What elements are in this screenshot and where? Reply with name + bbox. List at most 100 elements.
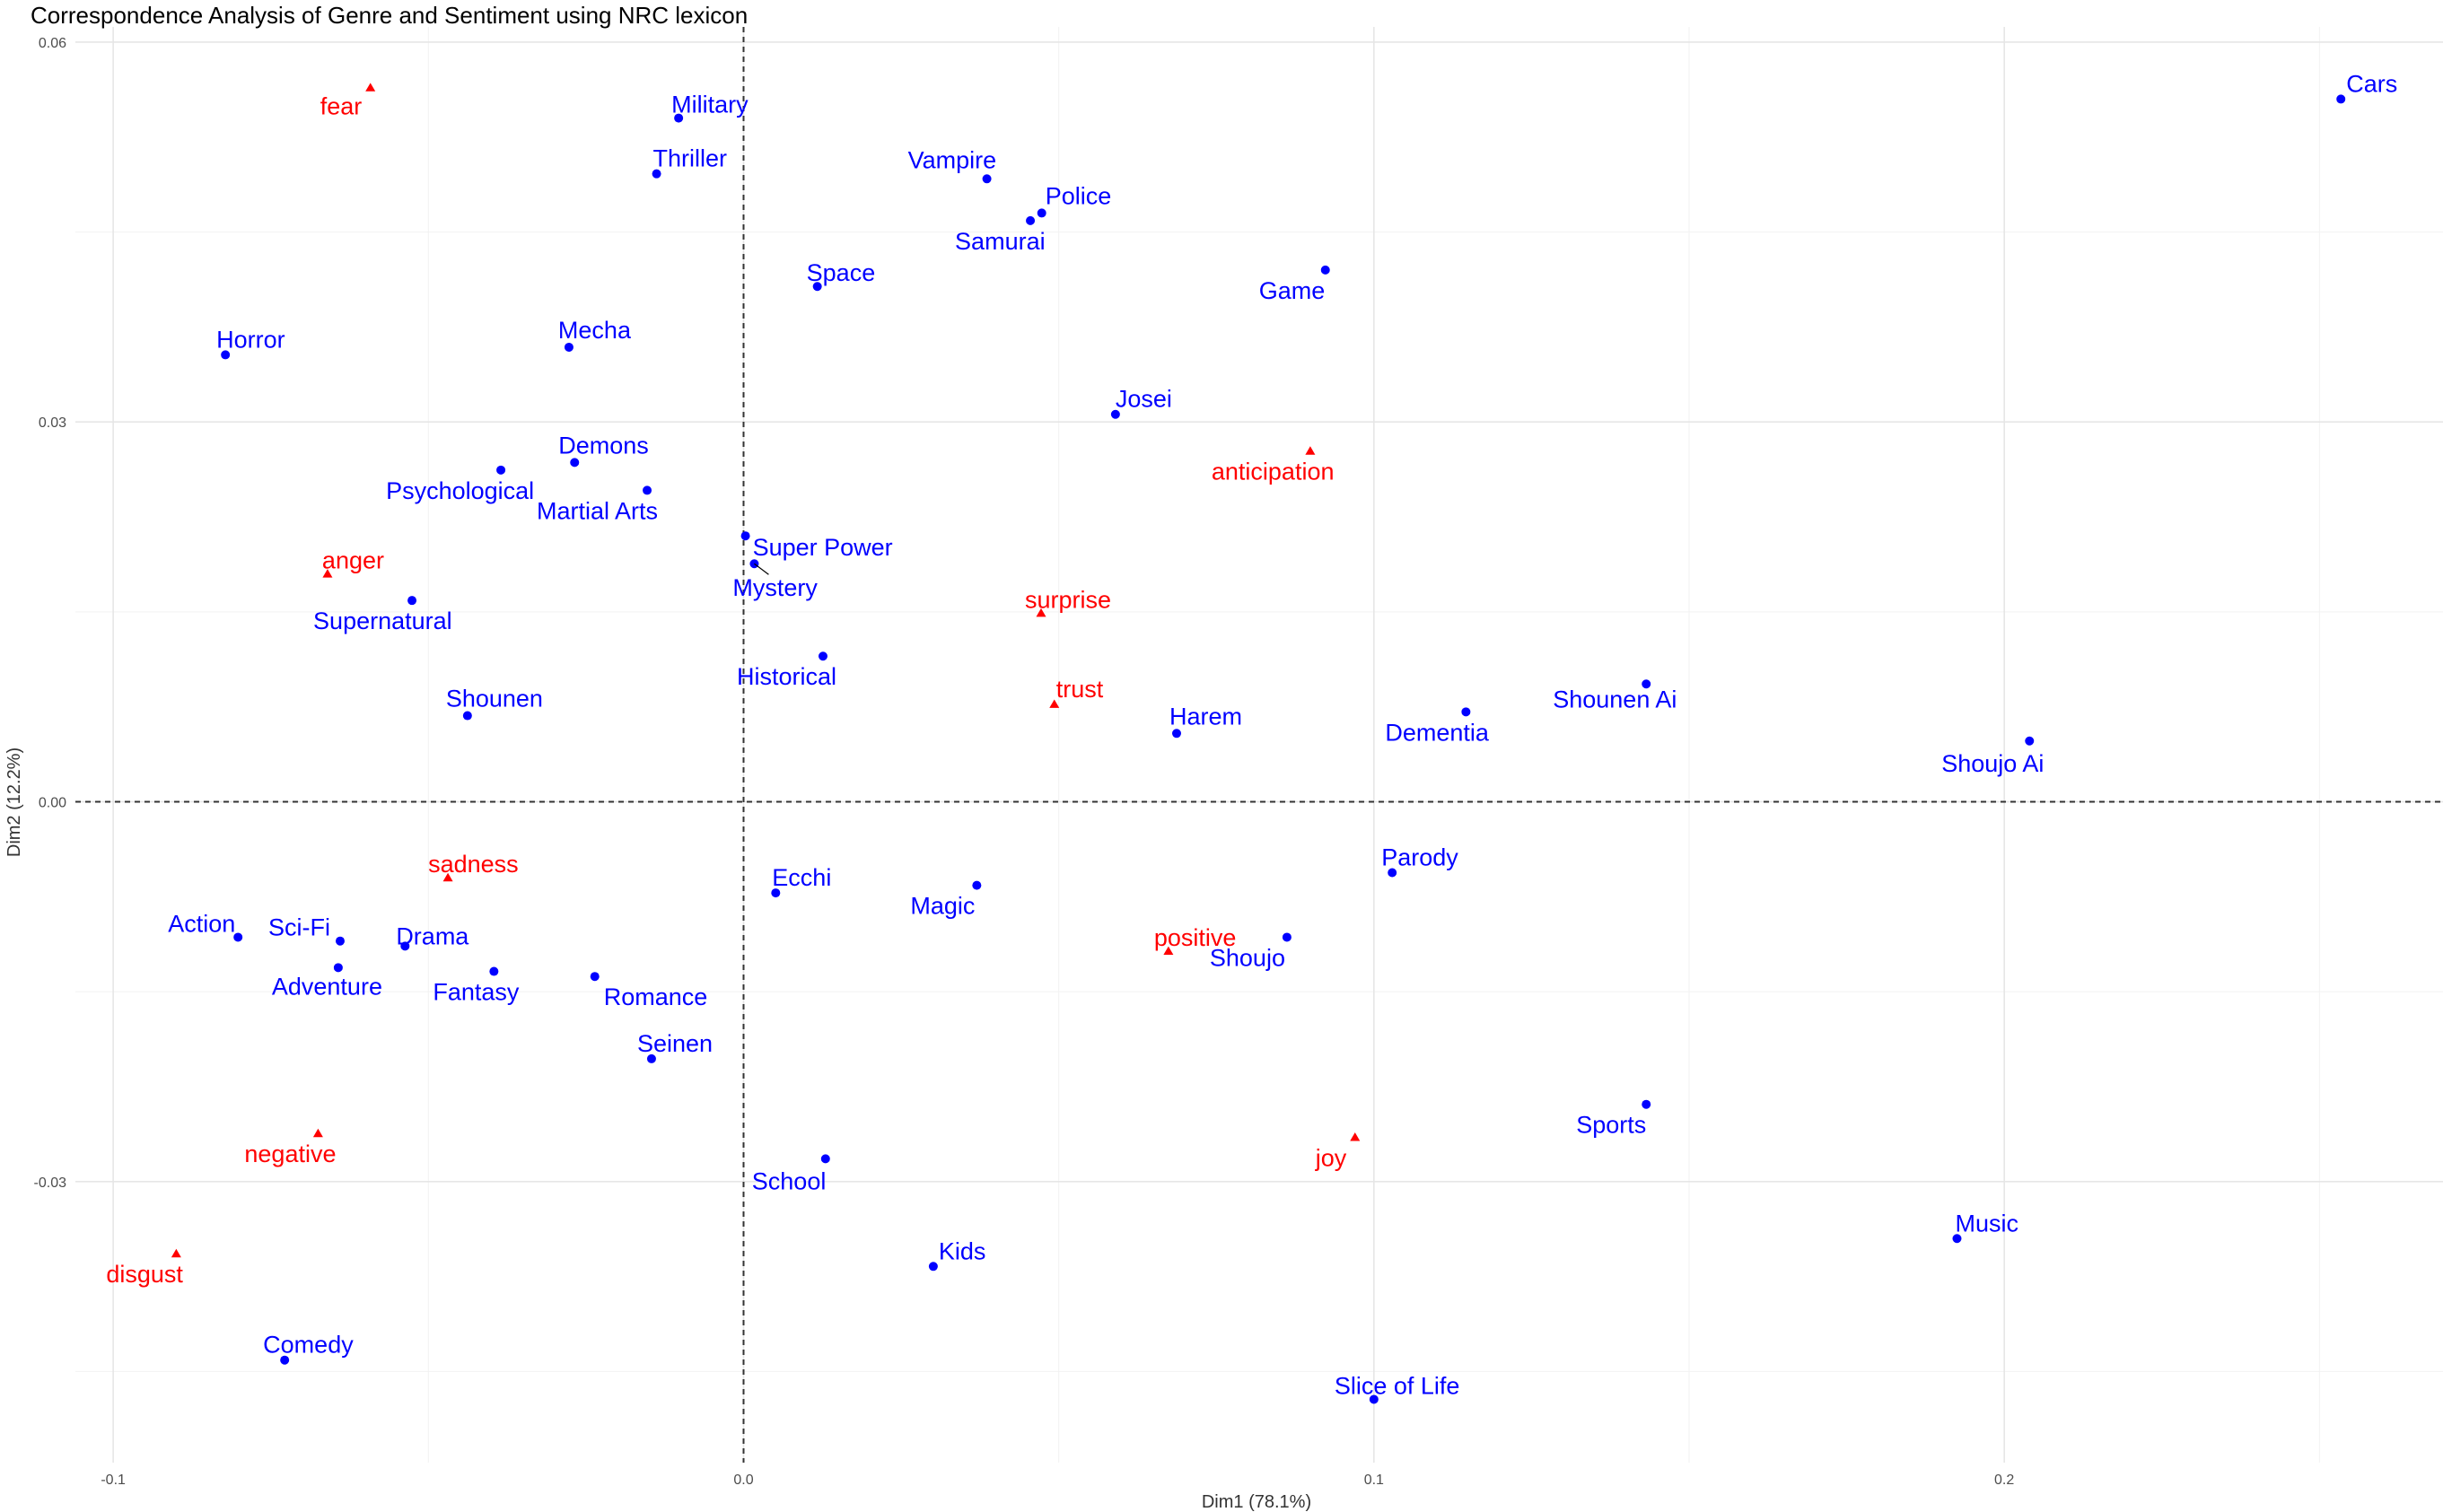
genre-point-space	[812, 282, 822, 292]
y-tick-label: 0.03	[39, 415, 66, 431]
genre-point-parody	[1388, 868, 1397, 878]
genre-point-comedy	[280, 1355, 290, 1365]
y-axis-title: Dim2 (12.2%)	[4, 747, 24, 857]
genre-label-dementia: Dementia	[1385, 719, 1490, 746]
genre-point-vampire	[982, 174, 992, 184]
genre-point-horror	[221, 350, 231, 360]
genre-point-martial-arts	[643, 485, 652, 495]
genre-point-ecchi	[771, 888, 781, 898]
genre-point-slice-of-life	[1369, 1394, 1379, 1404]
genre-label-shoujo-ai: Shoujo Ai	[1941, 750, 2044, 777]
genre-label-sci-fi: Sci-Fi	[268, 914, 330, 941]
genre-label-adventure: Adventure	[272, 973, 382, 1000]
genre-label-supernatural: Supernatural	[313, 607, 452, 634]
genre-point-harem	[1171, 729, 1181, 739]
data-points: Cars Military Thriller Vampire PoliceSamurai…	[106, 70, 2397, 1404]
genre-label-super-power: Super Power	[753, 534, 893, 561]
y-axis-ticks: -0.03 0.00 0.03 0.06	[34, 36, 67, 1191]
sentiment-point-fear	[365, 83, 376, 92]
genre-label-drama: Drama	[396, 922, 469, 949]
genre-label-samurai: Samurai	[955, 228, 1046, 255]
genre-point-dementia	[1461, 707, 1471, 717]
mystery-label-connector	[754, 563, 769, 575]
genre-point-shoujo-ai	[2025, 736, 2035, 746]
sentiment-point-joy	[1350, 1132, 1361, 1141]
genre-point-shounen-ai	[1642, 679, 1651, 689]
genre-point-shounen	[462, 711, 472, 721]
genre-point-mecha	[564, 342, 574, 352]
genre-point-game	[1320, 265, 1330, 275]
sentiment-point-anticipation	[1305, 446, 1316, 455]
x-tick-label: 0.0	[733, 1473, 753, 1488]
sentiment-label-joy: joy	[1315, 1144, 1347, 1171]
sentiment-label-trust: trust	[1056, 676, 1104, 703]
grid	[75, 27, 2443, 1463]
sentiment-point-sadness	[442, 872, 453, 882]
genre-point-josei	[1110, 409, 1120, 419]
sentiment-label-fear: fear	[320, 93, 363, 120]
genre-point-thriller	[652, 169, 661, 179]
sentiment-label-sadness: sadness	[428, 851, 519, 878]
genre-label-harem: Harem	[1169, 703, 1242, 730]
genre-point-kids	[928, 1262, 938, 1272]
genre-point-cars	[2336, 94, 2346, 104]
sentiment-label-negative: negative	[244, 1141, 336, 1167]
genre-label-mecha: Mecha	[558, 317, 632, 344]
chart-title: Correspondence Analysis of Genre and Sen…	[31, 2, 748, 29]
x-axis-title: Dim1 (78.1%)	[1202, 1492, 1311, 1512]
genre-label-shoujo: Shoujo	[1210, 944, 1285, 971]
genre-label-vampire: Vampire	[908, 146, 997, 173]
genre-label-horror: Horror	[216, 326, 285, 353]
genre-label-fantasy: Fantasy	[433, 979, 520, 1006]
genre-point-sci-fi	[335, 936, 345, 946]
genre-label-comedy: Comedy	[263, 1332, 354, 1359]
genre-point-military	[674, 113, 684, 123]
x-tick-label: -0.1	[101, 1473, 126, 1488]
sentiment-point-anger	[322, 569, 333, 578]
genre-label-shounen: Shounen	[446, 686, 543, 712]
genre-label-psychological: Psychological	[386, 477, 534, 504]
genre-label-martial-arts: Martial Arts	[537, 497, 658, 524]
genre-point-shoujo	[1282, 932, 1292, 942]
genre-label-josei: Josei	[1116, 386, 1172, 413]
genre-point-magic	[972, 880, 982, 890]
genre-label-demons: Demons	[558, 432, 649, 459]
genre-point-historical	[818, 651, 827, 661]
genre-point-psychological	[496, 465, 506, 475]
genre-point-supernatural	[407, 596, 417, 606]
genre-point-music	[1952, 1234, 1962, 1244]
x-tick-label: 0.2	[1994, 1473, 2014, 1488]
x-axis-ticks: -0.1 0.0 0.1 0.2	[101, 1473, 2014, 1488]
genre-point-sports	[1642, 1099, 1651, 1109]
genre-label-seinen: Seinen	[637, 1030, 713, 1057]
genre-label-cars: Cars	[2346, 70, 2397, 97]
genre-label-thriller: Thriller	[653, 145, 728, 172]
x-tick-label: 0.1	[1364, 1473, 1384, 1488]
sentiment-point-trust	[1049, 699, 1060, 708]
sentiment-point-positive	[1163, 946, 1174, 956]
sentiment-point-disgust	[171, 1248, 181, 1258]
genre-point-samurai	[1026, 215, 1036, 225]
genre-label-school: School	[752, 1167, 827, 1194]
sentiment-label-surprise: surprise	[1025, 586, 1111, 613]
genre-label-ecchi: Ecchi	[772, 864, 831, 891]
sentiment-label-disgust: disgust	[106, 1261, 183, 1288]
genre-label-romance: Romance	[604, 983, 708, 1010]
genre-label-parody: Parody	[1381, 844, 1458, 871]
genre-point-school	[820, 1154, 830, 1164]
genre-point-seinen	[646, 1053, 656, 1063]
genre-label-historical: Historical	[737, 663, 836, 690]
genre-label-space: Space	[807, 259, 876, 286]
y-tick-label: 0.06	[39, 36, 66, 51]
y-tick-label: 0.00	[39, 795, 66, 810]
genre-label-music: Music	[1955, 1210, 2018, 1237]
sentiment-label-anticipation: anticipation	[1212, 459, 1335, 485]
genre-label-game: Game	[1259, 277, 1326, 304]
y-tick-label: -0.03	[34, 1176, 67, 1191]
sentiment-point-surprise	[1036, 607, 1046, 617]
genre-label-mystery: Mystery	[732, 574, 818, 601]
genre-point-action	[233, 932, 243, 942]
genre-point-demons	[570, 458, 580, 468]
genre-point-fantasy	[489, 966, 499, 976]
